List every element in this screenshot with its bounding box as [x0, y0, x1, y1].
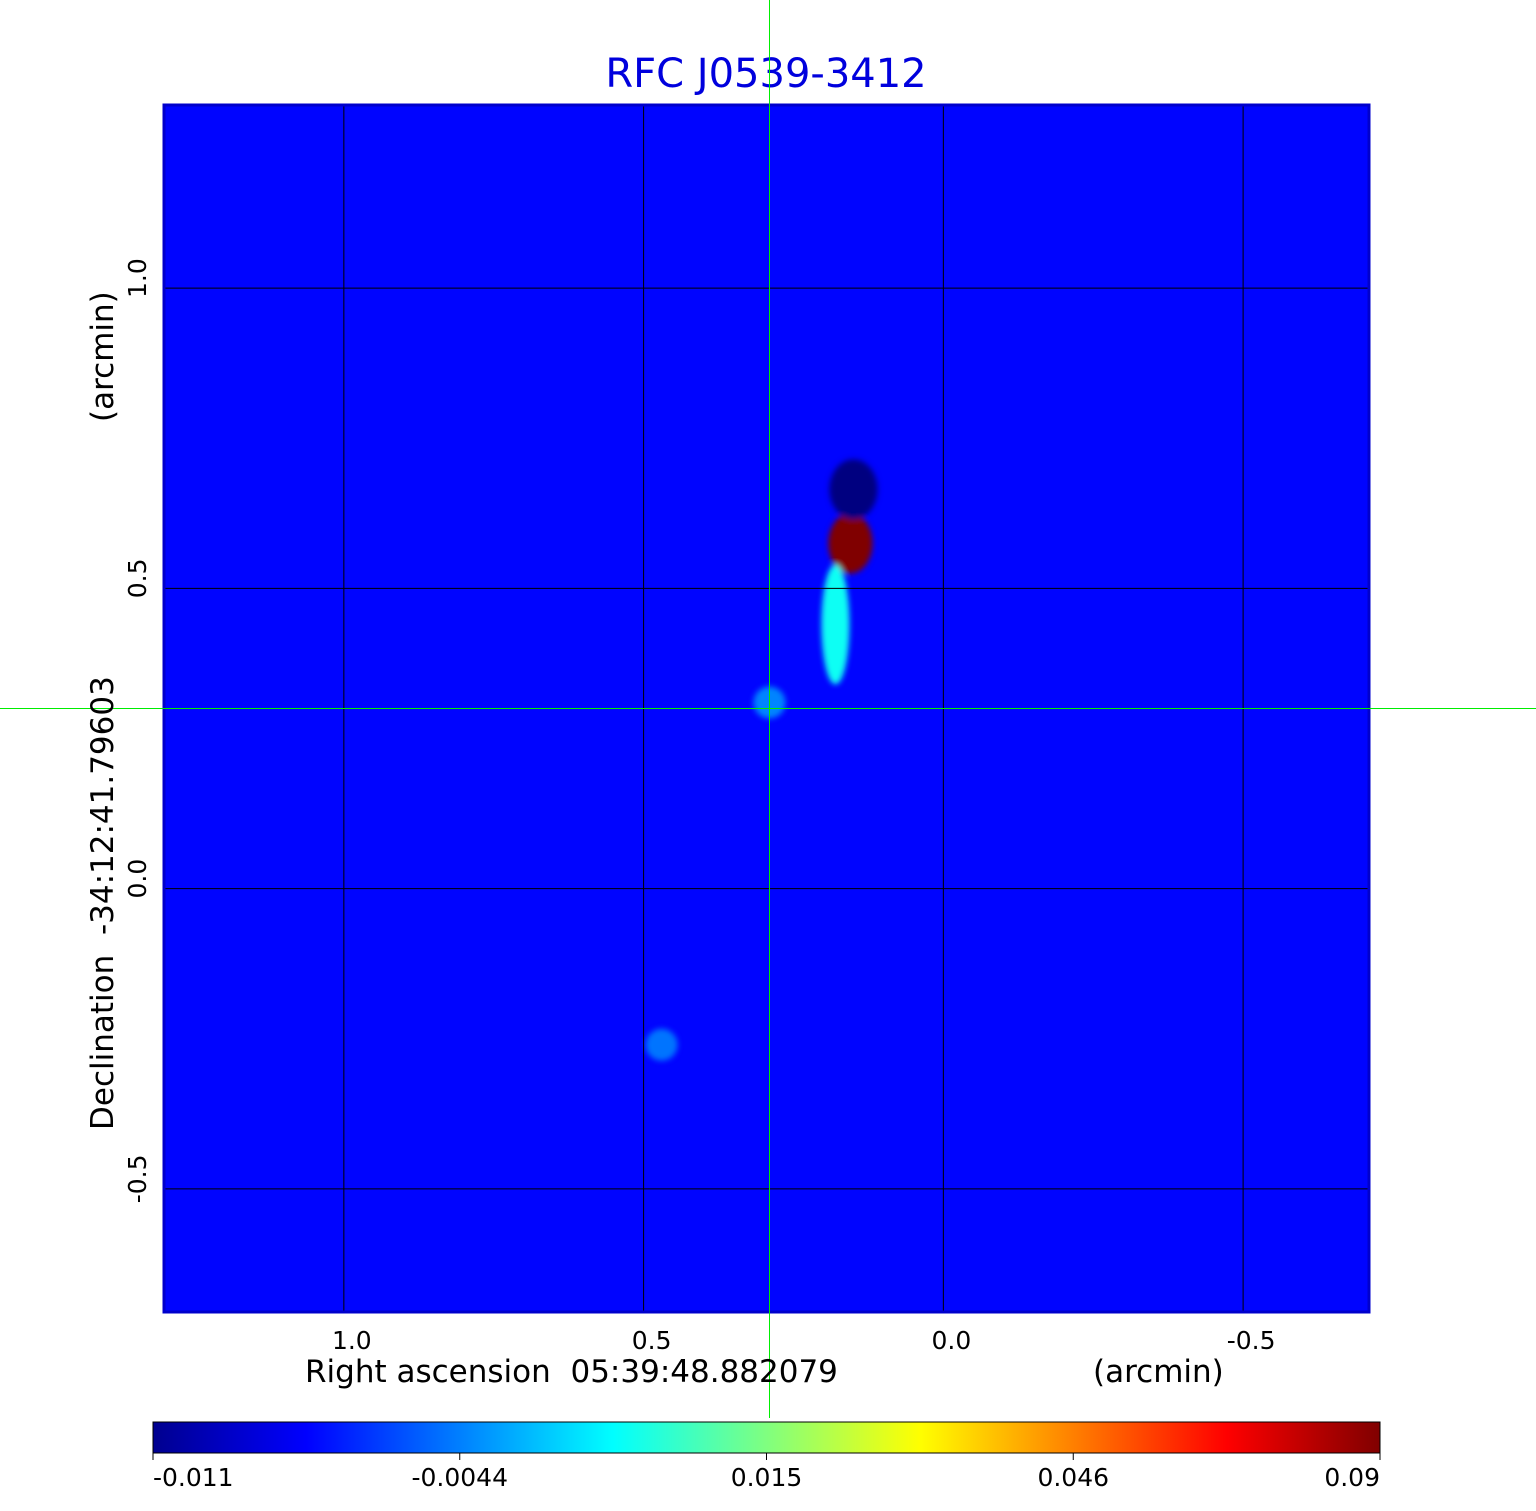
x-tick-label: 0.5	[632, 1326, 672, 1355]
feature-jet	[821, 564, 850, 685]
colorbar	[152, 1421, 1381, 1454]
colorbar-tick-label: 0.046	[1037, 1463, 1109, 1492]
colorbar-tick-label: -0.011	[153, 1463, 234, 1492]
crosshair	[0, 0, 1536, 1418]
colorbar-tick-label: 0.09	[1324, 1463, 1380, 1492]
y-tick-label: 0.0	[123, 859, 152, 899]
x-tick-label: 1.0	[332, 1326, 372, 1355]
x-tick-label: -0.5	[1227, 1326, 1276, 1355]
y-tick-label: 1.0	[123, 258, 152, 298]
x-axis-unit: (arcmin)	[1093, 1354, 1224, 1390]
x-axis-label: Right ascension 05:39:48.882079	[305, 1354, 838, 1390]
y-tick-label: -0.5	[123, 1155, 152, 1204]
feature-knot	[645, 1028, 678, 1061]
feature-peak	[828, 513, 873, 574]
colorbar-tick-label: 0.015	[731, 1463, 803, 1492]
feature-negative	[829, 459, 878, 520]
x-tick-labels: 1.0 0.5 0.0 -0.5	[332, 1326, 1276, 1355]
y-axis-label: Declination -34:12:41.79603	[85, 676, 121, 1130]
x-tick-label: 0.0	[931, 1326, 971, 1355]
colorbar-tick-label: -0.0044	[412, 1463, 509, 1492]
y-axis-unit: (arcmin)	[85, 291, 121, 422]
image-features	[645, 459, 878, 1061]
colorbar-ticks: -0.011 -0.0044 0.015 0.046 0.09	[152, 1453, 1381, 1492]
y-tick-labels: 1.0 0.5 0.0 -0.5	[123, 258, 152, 1203]
y-tick-label: 0.5	[123, 559, 152, 599]
chart-title: RFC J0539-3412	[605, 51, 926, 97]
